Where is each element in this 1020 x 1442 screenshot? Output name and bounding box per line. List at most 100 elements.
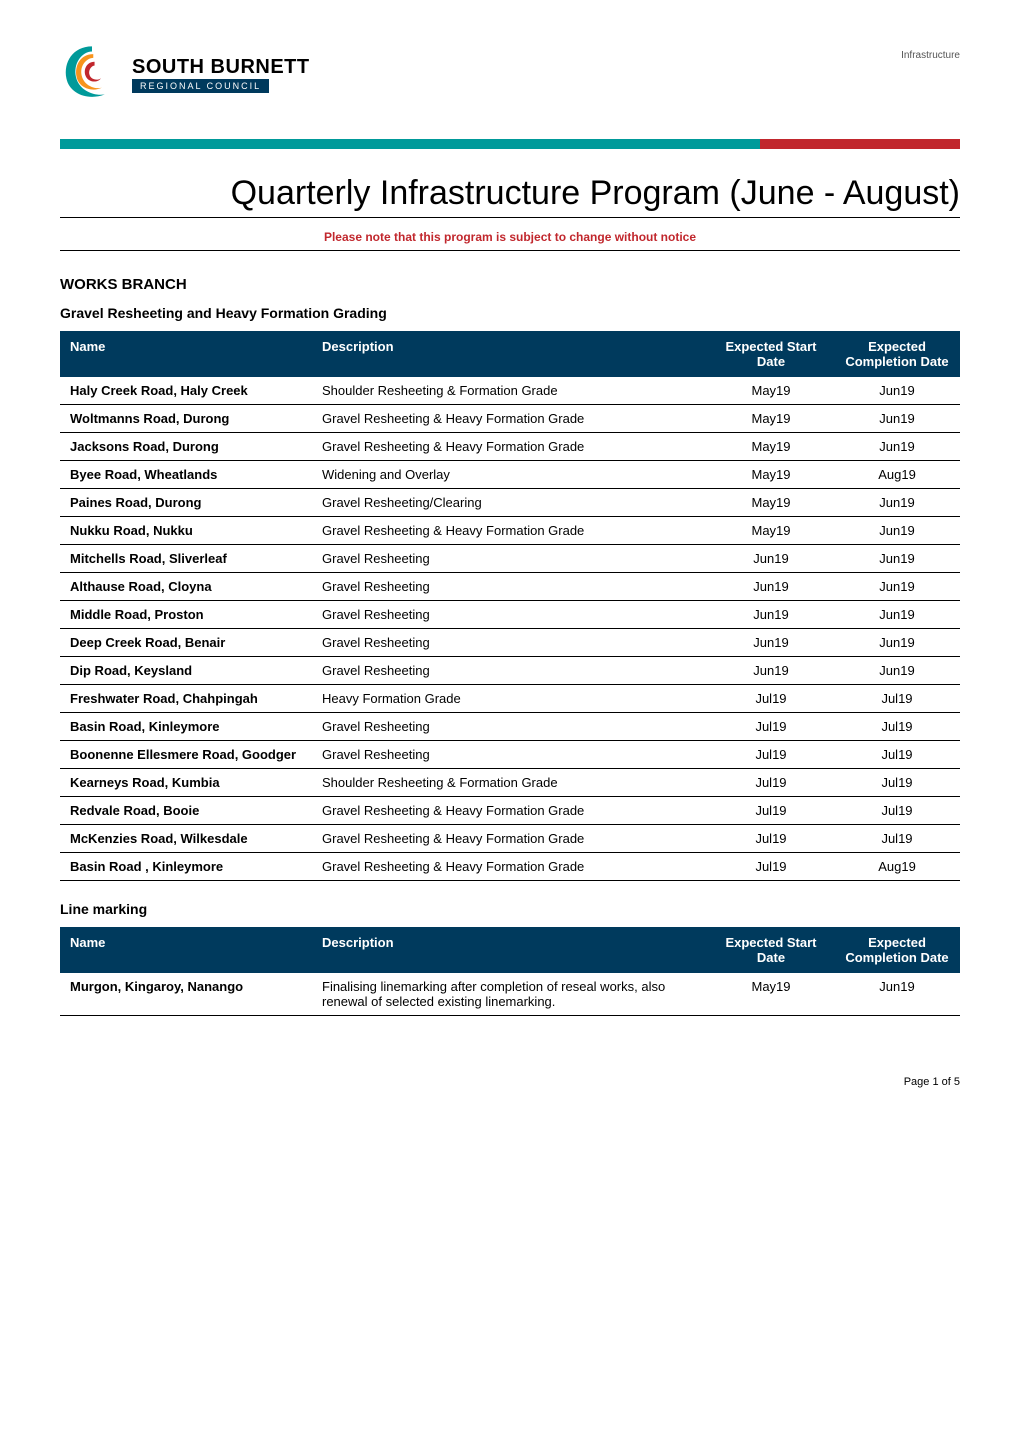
cell-start: Jun19	[708, 657, 834, 685]
cell-desc: Gravel Resheeting/Clearing	[312, 489, 708, 517]
cell-end: Jul19	[834, 797, 960, 825]
cell-name: Basin Road, Kinleymore	[60, 713, 312, 741]
cell-start: May19	[708, 973, 834, 1016]
cell-start: Jun19	[708, 601, 834, 629]
table-row: Jacksons Road, DurongGravel Resheeting &…	[60, 433, 960, 461]
cell-name: Haly Creek Road, Haly Creek	[60, 377, 312, 405]
cell-start: May19	[708, 433, 834, 461]
col-start: Expected Start Date	[708, 331, 834, 377]
cell-end: Aug19	[834, 853, 960, 881]
cell-desc: Finalising linemarking after completion …	[312, 973, 708, 1016]
cell-start: May19	[708, 489, 834, 517]
cell-start: Jun19	[708, 573, 834, 601]
col-end: Expected Completion Date	[834, 331, 960, 377]
logo-subtitle: REGIONAL COUNCIL	[132, 79, 269, 93]
cell-name: Basin Road , Kinleymore	[60, 853, 312, 881]
cell-desc: Widening and Overlay	[312, 461, 708, 489]
cell-desc: Gravel Resheeting & Heavy Formation Grad…	[312, 517, 708, 545]
cell-name: Middle Road, Proston	[60, 601, 312, 629]
gravel-table: Name Description Expected Start Date Exp…	[60, 331, 960, 881]
cell-end: Jul19	[834, 685, 960, 713]
cell-end: Jul19	[834, 769, 960, 797]
cell-end: Jun19	[834, 601, 960, 629]
cell-end: Aug19	[834, 461, 960, 489]
cell-start: May19	[708, 405, 834, 433]
cell-start: Jul19	[708, 825, 834, 853]
cell-name: Dip Road, Keysland	[60, 657, 312, 685]
cell-desc: Shoulder Resheeting & Formation Grade	[312, 769, 708, 797]
table-header-row: Name Description Expected Start Date Exp…	[60, 927, 960, 973]
cell-desc: Gravel Resheeting	[312, 657, 708, 685]
table-row: McKenzies Road, WilkesdaleGravel Resheet…	[60, 825, 960, 853]
cell-name: Redvale Road, Booie	[60, 797, 312, 825]
table-row: Haly Creek Road, Haly CreekShoulder Resh…	[60, 377, 960, 405]
cell-start: May19	[708, 461, 834, 489]
cell-start: Jul19	[708, 797, 834, 825]
table-row: Freshwater Road, ChahpingahHeavy Formati…	[60, 685, 960, 713]
cell-end: Jun19	[834, 545, 960, 573]
cell-desc: Shoulder Resheeting & Formation Grade	[312, 377, 708, 405]
cell-desc: Gravel Resheeting & Heavy Formation Grad…	[312, 405, 708, 433]
cell-desc: Gravel Resheeting	[312, 713, 708, 741]
table-row: Mitchells Road, SliverleafGravel Resheet…	[60, 545, 960, 573]
divider-teal	[60, 139, 760, 149]
logo-text: SOUTH BURNETT REGIONAL COUNCIL	[132, 56, 310, 93]
cell-end: Jul19	[834, 741, 960, 769]
cell-start: Jul19	[708, 685, 834, 713]
cell-name: Nukku Road, Nukku	[60, 517, 312, 545]
table-row: Basin Road , KinleymoreGravel Resheeting…	[60, 853, 960, 881]
cell-desc: Gravel Resheeting	[312, 629, 708, 657]
cell-end: Jun19	[834, 573, 960, 601]
cell-start: Jul19	[708, 741, 834, 769]
table-row: Woltmanns Road, DurongGravel Resheeting …	[60, 405, 960, 433]
cell-desc: Gravel Resheeting	[312, 545, 708, 573]
col-end: Expected Completion Date	[834, 927, 960, 973]
cell-desc: Gravel Resheeting & Heavy Formation Grad…	[312, 797, 708, 825]
linemarking-table: Name Description Expected Start Date Exp…	[60, 927, 960, 1016]
cell-start: May19	[708, 377, 834, 405]
cell-end: Jun19	[834, 973, 960, 1016]
cell-end: Jun19	[834, 629, 960, 657]
cell-start: Jul19	[708, 853, 834, 881]
divider-bar	[60, 139, 960, 149]
cell-desc: Heavy Formation Grade	[312, 685, 708, 713]
cell-start: Jun19	[708, 629, 834, 657]
page-title: Quarterly Infrastructure Program (June -…	[60, 174, 960, 218]
cell-desc: Gravel Resheeting	[312, 741, 708, 769]
cell-name: Jacksons Road, Durong	[60, 433, 312, 461]
table-row: Boonenne Ellesmere Road, GoodgerGravel R…	[60, 741, 960, 769]
table-row: Basin Road, KinleymoreGravel ResheetingJ…	[60, 713, 960, 741]
table-row: Althause Road, CloynaGravel ResheetingJu…	[60, 573, 960, 601]
logo-title: SOUTH BURNETT	[132, 56, 310, 79]
cell-name: Byee Road, Wheatlands	[60, 461, 312, 489]
cell-name: Althause Road, Cloyna	[60, 573, 312, 601]
cell-desc: Gravel Resheeting & Heavy Formation Grad…	[312, 433, 708, 461]
header-infrastructure-label: Infrastructure	[901, 50, 960, 61]
table-row: Nukku Road, NukkuGravel Resheeting & Hea…	[60, 517, 960, 545]
col-desc: Description	[312, 927, 708, 973]
cell-name: Deep Creek Road, Benair	[60, 629, 312, 657]
table-row: Byee Road, WheatlandsWidening and Overla…	[60, 461, 960, 489]
change-notice: Please note that this program is subject…	[60, 224, 960, 251]
table-header-row: Name Description Expected Start Date Exp…	[60, 331, 960, 377]
divider-red	[760, 139, 960, 149]
cell-name: McKenzies Road, Wilkesdale	[60, 825, 312, 853]
cell-start: Jul19	[708, 713, 834, 741]
cell-end: Jul19	[834, 713, 960, 741]
linemarking-subheading: Line marking	[60, 901, 960, 917]
cell-end: Jun19	[834, 377, 960, 405]
cell-start: May19	[708, 517, 834, 545]
table-row: Dip Road, KeyslandGravel ResheetingJun19…	[60, 657, 960, 685]
page-footer: Page 1 of 5	[60, 1076, 960, 1088]
col-desc: Description	[312, 331, 708, 377]
cell-end: Jun19	[834, 489, 960, 517]
cell-end: Jul19	[834, 825, 960, 853]
cell-name: Mitchells Road, Sliverleaf	[60, 545, 312, 573]
works-branch-heading: WORKS BRANCH	[60, 276, 960, 293]
logo-block: SOUTH BURNETT REGIONAL COUNCIL	[60, 40, 960, 109]
col-name: Name	[60, 927, 312, 973]
cell-name: Murgon, Kingaroy, Nanango	[60, 973, 312, 1016]
table-row: Paines Road, DurongGravel Resheeting/Cle…	[60, 489, 960, 517]
cell-start: Jun19	[708, 545, 834, 573]
cell-desc: Gravel Resheeting	[312, 601, 708, 629]
